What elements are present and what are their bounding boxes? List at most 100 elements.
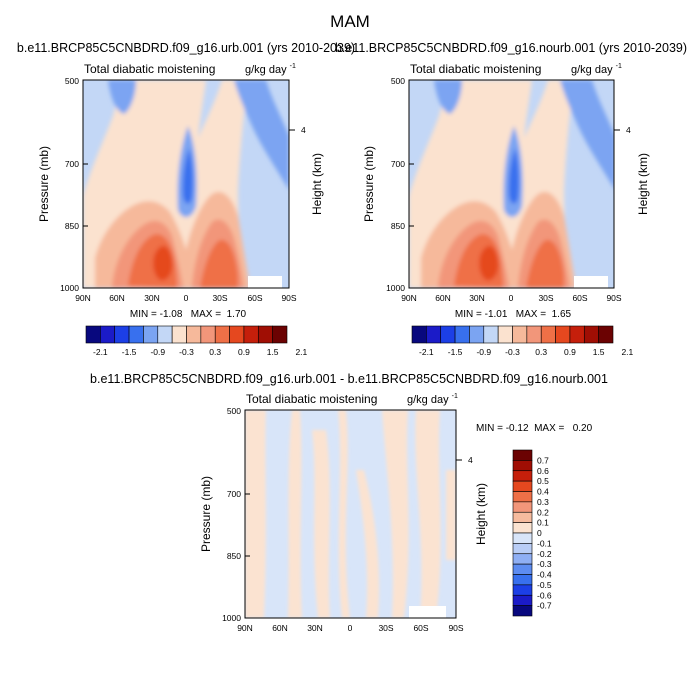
colorbar-swatch xyxy=(512,511,533,523)
contour-band xyxy=(382,410,409,618)
colorbar-swatch xyxy=(85,325,101,344)
colorbar-swatch xyxy=(555,325,571,344)
colorbar-swatch xyxy=(229,325,245,344)
xtick-label: 90S xyxy=(606,293,621,303)
colorbar-label: 1.5 xyxy=(593,347,605,357)
xtick-label: 90N xyxy=(237,623,253,633)
xtick-label: 0 xyxy=(348,623,353,633)
colorbar-swatch xyxy=(426,325,442,344)
panel-urb-yticks: 500 700 850 1000 xyxy=(60,76,88,293)
panel-urb-title: b.e11.BRCP85C5CNBDRD.f09_g16.urb.001 (yr… xyxy=(17,41,355,55)
ytick-label: 1000 xyxy=(222,613,241,623)
panel-diff-field xyxy=(245,410,456,618)
colorbar-swatch xyxy=(143,325,159,344)
panel-urb-ylabel: Pressure (mb) xyxy=(37,146,51,222)
panel-nourb-xticks: 90N 60N 30N 0 30S 60S 90S xyxy=(401,293,622,303)
colorbar-label: -0.6 xyxy=(537,590,552,600)
field-contours xyxy=(409,80,614,288)
ytick-label: 500 xyxy=(65,76,79,86)
panel-diff-y2ticks: 4 xyxy=(456,455,473,465)
colorbar-swatch xyxy=(411,325,427,344)
contour-neg-2 xyxy=(508,148,519,204)
xtick-label: 30S xyxy=(378,623,393,633)
contour-band xyxy=(338,410,350,618)
panel-nourb-field-shapes xyxy=(409,80,614,288)
contour-pos-1-2 xyxy=(153,245,173,281)
xtick-label: 60S xyxy=(572,293,587,303)
xtick-label: 60S xyxy=(413,623,428,633)
colorbar-swatch xyxy=(200,325,216,344)
colorbar-swatch xyxy=(512,491,533,503)
panel-nourb-field xyxy=(409,80,614,288)
y2tick-label: 4 xyxy=(626,125,631,135)
colorbar-label: 0.3 xyxy=(209,347,221,357)
panel-diff-yticks: 500 700 850 1000 xyxy=(222,406,250,623)
contour-pos-1-2 xyxy=(479,245,499,281)
colorbar-swatch xyxy=(157,325,173,344)
colorbar-swatch xyxy=(214,325,230,344)
panel-diff-units-text: g/kg day xyxy=(407,394,449,406)
contour-neg-4 xyxy=(560,80,614,189)
field-contours xyxy=(245,410,456,618)
colorbar-swatch xyxy=(583,325,599,344)
colorbar-label: -0.4 xyxy=(537,570,552,580)
colorbar-label: 0.7 xyxy=(537,455,549,465)
panel-nourb-y2ticks: 4 xyxy=(614,125,631,135)
colorbar-label: -0.7 xyxy=(537,601,552,611)
panel-diff-units: g/kg day -1 xyxy=(407,393,458,406)
colorbar-label: -2.1 xyxy=(419,347,434,357)
xtick-label: 60N xyxy=(272,623,288,633)
colorbar-swatch xyxy=(512,522,533,534)
contour-pos-0-9b xyxy=(526,239,564,288)
colorbar-label: 0.1 xyxy=(537,518,549,528)
field-contours xyxy=(83,80,289,288)
colorbar-swatch xyxy=(454,325,470,344)
colorbar-label: 2.1 xyxy=(295,347,307,357)
panel-nourb-frame xyxy=(408,79,615,289)
panel-urb: b.e11.BRCP85C5CNBDRD.f09_g16.urb.001 (yr… xyxy=(17,41,355,357)
xtick-label: 30N xyxy=(307,623,323,633)
panel-nourb-left-label: Total diabatic moistening xyxy=(410,62,541,76)
panel-diff-xticks: 90N 60N 30N 0 30S 60S 90S xyxy=(237,623,464,633)
colorbar-swatch xyxy=(512,605,533,617)
colorbar-swatch xyxy=(186,325,202,344)
xtick-label: 30N xyxy=(469,293,485,303)
colorbar-swatch xyxy=(512,584,533,596)
colorbar-swatch xyxy=(128,325,144,344)
colorbar-swatch xyxy=(512,501,533,513)
colorbar-label: 2.1 xyxy=(621,347,633,357)
colorbar-swatch xyxy=(598,325,614,344)
ytick-label: 1000 xyxy=(60,283,79,293)
contour-band xyxy=(356,470,380,618)
panel-diff-ylabel: Pressure (mb) xyxy=(199,476,213,552)
panel-urb-field xyxy=(83,80,289,288)
xtick-label: 90N xyxy=(401,293,417,303)
panel-diff-frame xyxy=(244,409,457,619)
xtick-label: 60S xyxy=(247,293,262,303)
y2tick-label: 4 xyxy=(301,125,306,135)
panel-diff-colorbar: 0.70.60.50.40.30.20.10-0.1-0.2-0.3-0.4-0… xyxy=(512,449,552,617)
colorbar-label: -0.5 xyxy=(537,580,552,590)
colorbar-label: 0.3 xyxy=(537,497,549,507)
colorbar-label: 0.2 xyxy=(537,507,549,517)
contour-band xyxy=(245,410,266,618)
ytick-label: 1000 xyxy=(386,283,405,293)
panel-nourb-colorbar: -2.1 -1.5 -0.9 -0.3 0.3 0.9 1.5 2.1 xyxy=(411,325,634,357)
colorbar-swatch xyxy=(512,553,533,565)
colorbar-swatch xyxy=(171,325,187,344)
colorbar-swatch xyxy=(469,325,485,344)
contour-neg-4 xyxy=(234,80,289,190)
colorbar-swatch xyxy=(569,325,585,344)
colorbar-label: 0.4 xyxy=(537,487,549,497)
panel-nourb-yticks: 500 700 850 1000 xyxy=(386,76,414,293)
colorbar-swatch xyxy=(483,325,499,344)
colorbar-swatch xyxy=(512,543,533,555)
colorbar-label: 0.5 xyxy=(537,476,549,486)
colorbar-swatch xyxy=(526,325,542,344)
colorbar-swatch xyxy=(512,325,528,344)
colorbar-label: -0.2 xyxy=(537,549,552,559)
colorbar-label: 0 xyxy=(537,528,542,538)
y2tick-label: 4 xyxy=(468,455,473,465)
colorbar-swatch xyxy=(512,480,533,492)
panel-urb-y2label: Height (km) xyxy=(310,153,324,215)
